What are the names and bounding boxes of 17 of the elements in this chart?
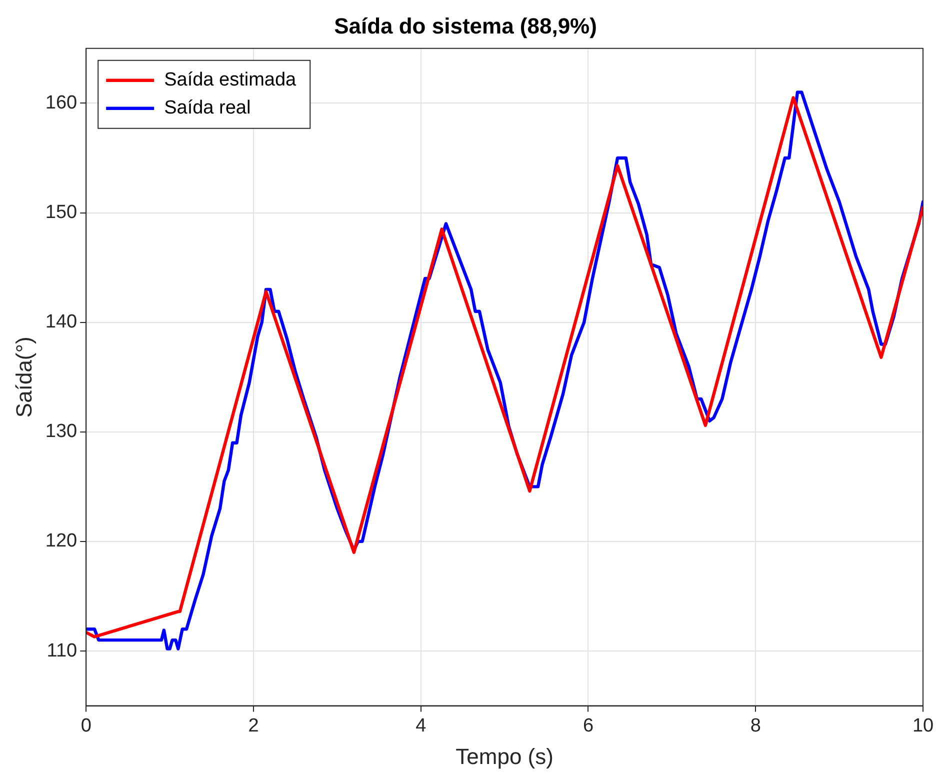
x-tick-label: 10 [912,715,934,736]
x-tick-label: 6 [582,715,594,736]
y-tick-label: 150 [45,202,78,223]
chart-title: Saída do sistema (88,9%) [334,13,597,38]
x-axis-title: Tempo (s) [456,744,554,769]
y-tick-label: 110 [46,640,78,662]
legend-label: Saída real [164,98,251,119]
y-tick-label: 140 [45,312,78,333]
x-tick-label: 4 [416,715,427,736]
y-tick-label: 160 [45,92,78,114]
x-tick-label: 0 [80,715,92,736]
y-axis-title: Saída(°) [11,336,36,418]
legend-label: Saída estimada [164,70,297,91]
y-tick-label: 130 [45,421,78,442]
y-tick-label: 120 [45,530,78,552]
x-tick-label: 8 [750,715,761,736]
x-tick-label: 2 [248,715,259,736]
